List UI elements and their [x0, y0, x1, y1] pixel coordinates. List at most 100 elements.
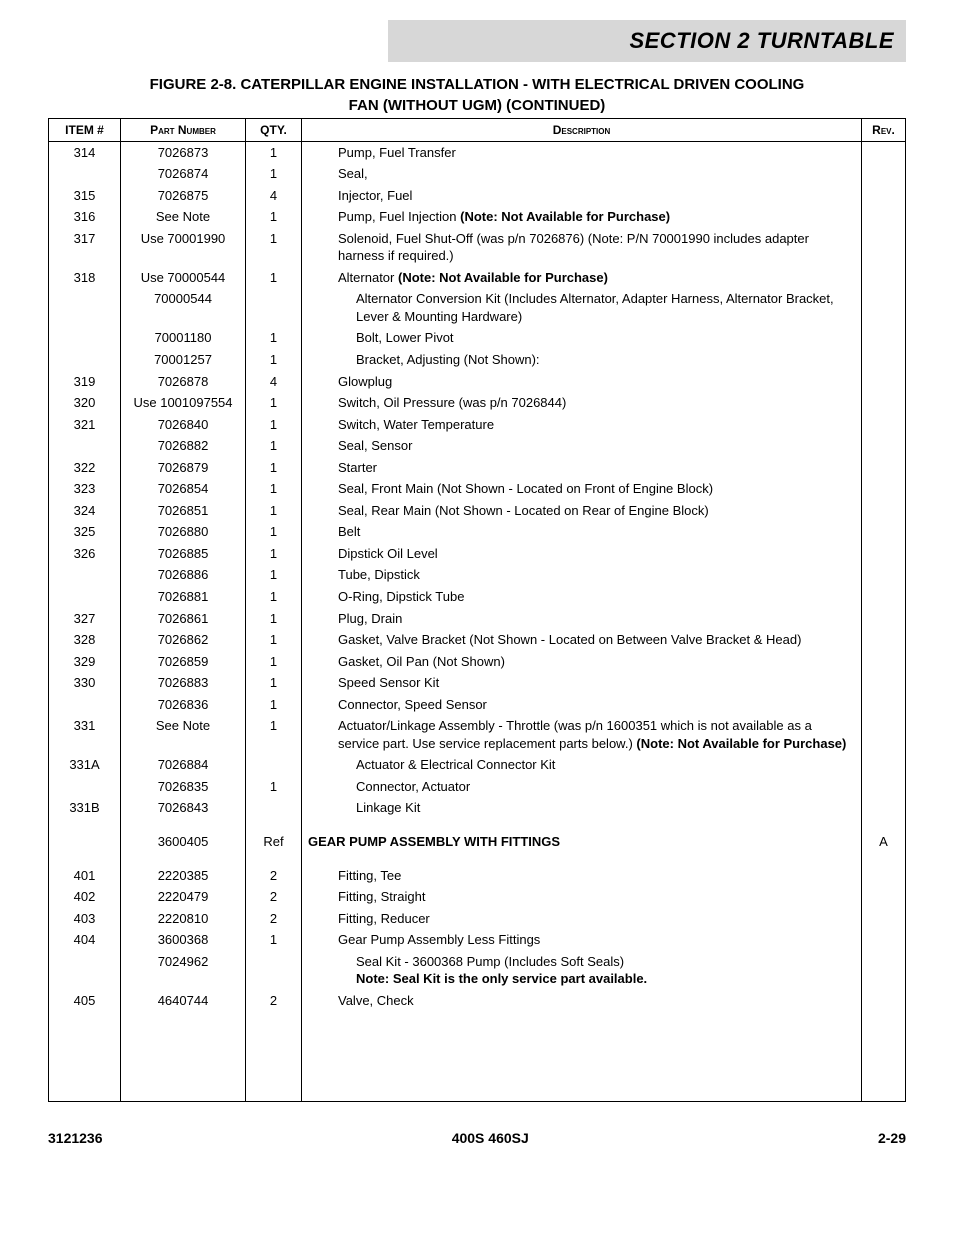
- table-row: 31470268731Pump, Fuel Transfer: [49, 141, 906, 163]
- cell-rev: [862, 288, 906, 327]
- cell-item: 318: [49, 267, 121, 289]
- cell-item: 331B: [49, 797, 121, 819]
- cell-part-number: 7026836: [121, 694, 246, 716]
- cell-description: GEAR PUMP ASSEMBLY WITH FITTINGS: [302, 819, 862, 865]
- cell-description: Gasket, Oil Pan (Not Shown): [302, 651, 862, 673]
- cell-qty: 1: [246, 457, 302, 479]
- cell-item: [49, 776, 121, 798]
- table-row: 32570268801Belt: [49, 521, 906, 543]
- cell-qty: 1: [246, 672, 302, 694]
- figure-title-line1: FIGURE 2-8. CATERPILLAR ENGINE INSTALLAT…: [48, 76, 906, 95]
- cell-item: [49, 586, 121, 608]
- cell-item: [49, 349, 121, 371]
- cell-qty: 1: [246, 228, 302, 267]
- cell-rev: [862, 629, 906, 651]
- cell-part-number: Use 1001097554: [121, 392, 246, 414]
- cell-part-number: 7026835: [121, 776, 246, 798]
- cell-description: Injector, Fuel: [302, 185, 862, 207]
- cell-qty: 1: [246, 651, 302, 673]
- table-header-row: ITEM # Part Number QTY. Description Rev.: [49, 118, 906, 141]
- cell-part-number: 7026884: [121, 754, 246, 776]
- cell-rev: [862, 267, 906, 289]
- cell-rev: [862, 392, 906, 414]
- cell-description: Seal, Sensor: [302, 435, 862, 457]
- table-row: 70268361Connector, Speed Sensor: [49, 694, 906, 716]
- cell-item: 325: [49, 521, 121, 543]
- cell-part-number: 4640744: [121, 990, 246, 1012]
- cell-item: 319: [49, 371, 121, 393]
- cell-qty: 4: [246, 185, 302, 207]
- footer-center: 400S 460SJ: [452, 1130, 529, 1146]
- cell-qty: 1: [246, 435, 302, 457]
- cell-rev: [862, 543, 906, 565]
- cell-part-number: 7026859: [121, 651, 246, 673]
- table-row: 331See Note1Actuator/Linkage Assembly - …: [49, 715, 906, 754]
- cell-item: [49, 819, 121, 865]
- table-row: 32370268541Seal, Front Main (Not Shown -…: [49, 478, 906, 500]
- cell-description: Seal, Front Main (Not Shown - Located on…: [302, 478, 862, 500]
- table-row: 40436003681Gear Pump Assembly Less Fitti…: [49, 929, 906, 951]
- cell-description: Seal Kit - 3600368 Pump (Includes Soft S…: [302, 951, 862, 990]
- cell-rev: [862, 163, 906, 185]
- cell-rev: [862, 586, 906, 608]
- cell-description: Pump, Fuel Transfer: [302, 141, 862, 163]
- table-row: 70268741Seal,: [49, 163, 906, 185]
- table-row: 33070268831Speed Sensor Kit: [49, 672, 906, 694]
- table-row: 318Use 700005441Alternator (Note: Not Av…: [49, 267, 906, 289]
- table-row: 32670268851Dipstick Oil Level: [49, 543, 906, 565]
- cell-item: [49, 694, 121, 716]
- cell-qty: 1: [246, 694, 302, 716]
- cell-rev: [862, 754, 906, 776]
- table-row: 31570268754Injector, Fuel: [49, 185, 906, 207]
- cell-description: Solenoid, Fuel Shut-Off (was p/n 7026876…: [302, 228, 862, 267]
- cell-qty: 1: [246, 543, 302, 565]
- table-row: 32970268591Gasket, Oil Pan (Not Shown): [49, 651, 906, 673]
- cell-part-number: 70000544: [121, 288, 246, 327]
- cell-description: O-Ring, Dipstick Tube: [302, 586, 862, 608]
- cell-empty: [246, 1011, 302, 1101]
- table-row: 32170268401Switch, Water Temperature: [49, 414, 906, 436]
- cell-part-number: 7026874: [121, 163, 246, 185]
- cell-rev: [862, 500, 906, 522]
- cell-rev: [862, 672, 906, 694]
- cell-item: 326: [49, 543, 121, 565]
- page-footer: 3121236 400S 460SJ 2-29: [48, 1102, 906, 1166]
- cell-rev: [862, 715, 906, 754]
- cell-qty: 2: [246, 865, 302, 887]
- cell-rev: [862, 564, 906, 586]
- cell-description: Bolt, Lower Pivot: [302, 327, 862, 349]
- cell-description: Actuator/Linkage Assembly - Throttle (wa…: [302, 715, 862, 754]
- cell-part-number: 2220479: [121, 886, 246, 908]
- table-row: 700011801Bolt, Lower Pivot: [49, 327, 906, 349]
- col-header-item: ITEM #: [49, 118, 121, 141]
- cell-item: 317: [49, 228, 121, 267]
- table-row: 32470268511Seal, Rear Main (Not Shown - …: [49, 500, 906, 522]
- cell-qty: 1: [246, 521, 302, 543]
- cell-item: [49, 564, 121, 586]
- cell-rev: [862, 865, 906, 887]
- cell-part-number: 2220810: [121, 908, 246, 930]
- cell-rev: [862, 908, 906, 930]
- section-header-title: SECTION 2 TURNTABLE: [388, 20, 906, 62]
- cell-part-number: 7026862: [121, 629, 246, 651]
- cell-rev: [862, 694, 906, 716]
- cell-rev: [862, 608, 906, 630]
- table-row: 70268811O-Ring, Dipstick Tube: [49, 586, 906, 608]
- footer-right: 2-29: [878, 1130, 906, 1146]
- cell-description: Fitting, Straight: [302, 886, 862, 908]
- cell-item: 320: [49, 392, 121, 414]
- cell-part-number: 7026840: [121, 414, 246, 436]
- cell-part-number: 7024962: [121, 951, 246, 990]
- cell-rev: [862, 797, 906, 819]
- cell-qty: 1: [246, 414, 302, 436]
- table-row: 70268821Seal, Sensor: [49, 435, 906, 457]
- cell-rev: [862, 776, 906, 798]
- cell-item: 331A: [49, 754, 121, 776]
- cell-part-number: Use 70000544: [121, 267, 246, 289]
- cell-rev: [862, 414, 906, 436]
- cell-item: 321: [49, 414, 121, 436]
- cell-description: Starter: [302, 457, 862, 479]
- col-header-part: Part Number: [121, 118, 246, 141]
- cell-part-number: 7026878: [121, 371, 246, 393]
- section-header-bar: SECTION 2 TURNTABLE: [48, 20, 906, 62]
